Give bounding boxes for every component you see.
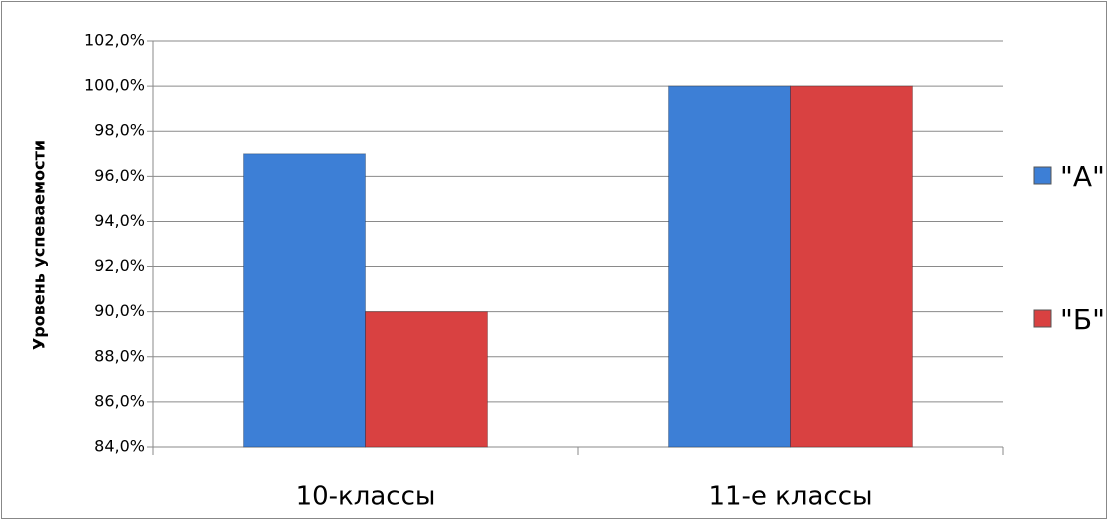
bar: [790, 85, 913, 448]
bar: [668, 85, 792, 448]
bar: [243, 153, 366, 448]
y-tick-label: 92,0%: [94, 256, 145, 275]
y-axis-label: Уровень успеваемости: [30, 140, 49, 350]
y-tick-label: 94,0%: [94, 211, 145, 230]
y-tick-label: 90,0%: [94, 301, 145, 320]
legend-label: "А": [1060, 160, 1105, 193]
y-tick-label: 96,0%: [94, 166, 145, 185]
x-tick-label: 11-е классы: [708, 482, 872, 512]
legend-swatch: [1033, 166, 1052, 185]
bar: [365, 311, 488, 448]
y-tick-label: 84,0%: [94, 437, 145, 456]
y-tick-label: 98,0%: [94, 121, 145, 140]
legend-label: "Б": [1060, 303, 1105, 336]
legend-swatch: [1033, 309, 1052, 328]
y-tick-label: 100,0%: [84, 76, 145, 95]
x-tick-label: 10-классы: [296, 482, 436, 512]
y-tick-label: 102,0%: [84, 31, 145, 50]
y-tick-label: 88,0%: [94, 346, 145, 365]
y-tick-label: 86,0%: [94, 391, 145, 410]
